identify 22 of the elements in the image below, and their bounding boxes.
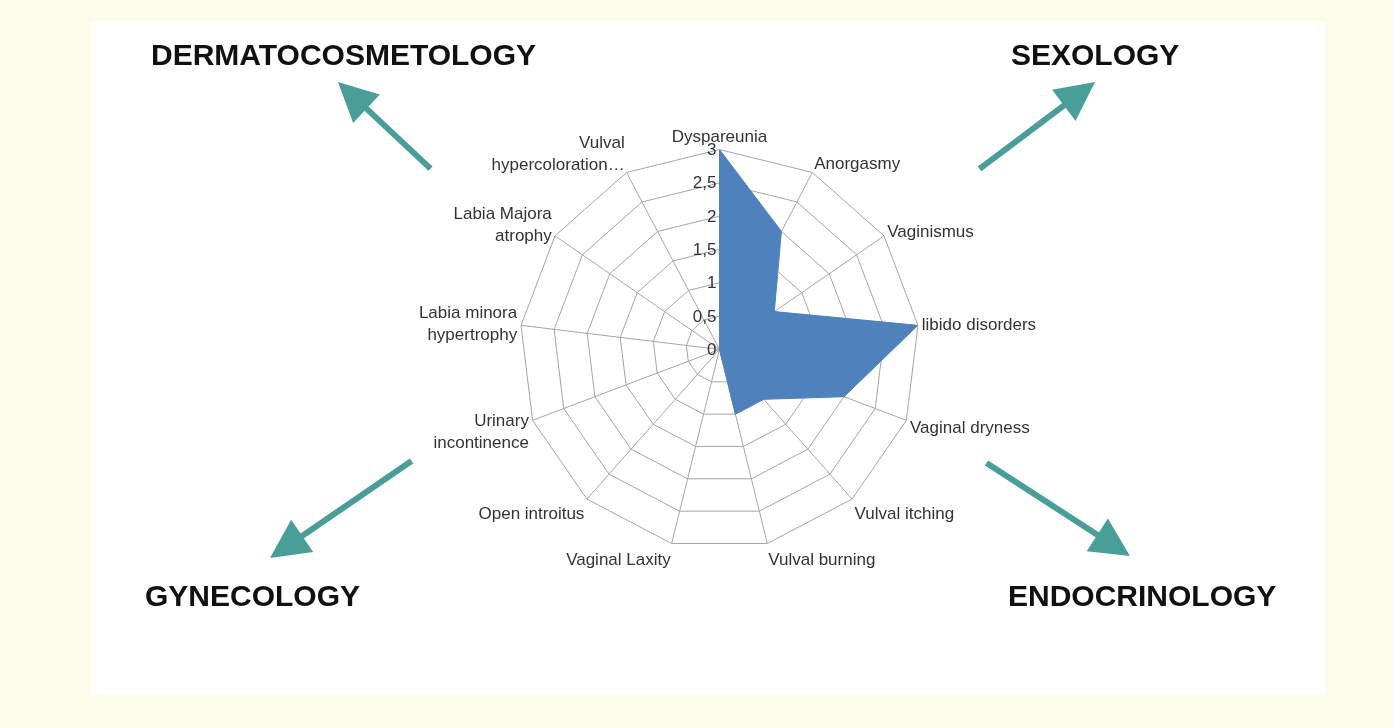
y-tick-label: 0 — [706, 339, 717, 359]
spoke-label: Vulval hypercoloration… — [491, 132, 625, 175]
spoke-label: libido disorders — [921, 315, 1037, 335]
spoke-label: Open introitus — [478, 503, 585, 523]
spoke-label: Labia minora hypertrophy — [418, 302, 518, 345]
spoke-label: Vaginal Laxity — [566, 550, 672, 570]
y-tick-label: 2 — [706, 206, 717, 226]
spoke-label: Vaginal dryness — [910, 418, 1030, 438]
spoke-label: Vulval itching — [854, 503, 955, 523]
y-tick-label: 1 — [706, 273, 717, 293]
spoke-label: Vaginismus — [887, 221, 974, 241]
text: DERMATOCOSMETOLOGY — [151, 38, 537, 71]
spoke-label: Anorgasmy — [814, 153, 901, 173]
text: ENDOCRINOLOGY — [1008, 579, 1277, 612]
y-tick-label: 1,5 — [692, 240, 717, 260]
y-tick-label: 2,5 — [692, 173, 717, 193]
text: SEXOLOGY — [1011, 38, 1180, 71]
spoke-label: Vulval burning — [768, 550, 876, 570]
text: GYNECOLOGY — [145, 579, 361, 612]
spoke-label: Labia Majora atrophy — [453, 204, 553, 246]
y-tick-label: 0,5 — [692, 306, 717, 326]
spoke-label: Urinary incontinence — [433, 411, 530, 453]
